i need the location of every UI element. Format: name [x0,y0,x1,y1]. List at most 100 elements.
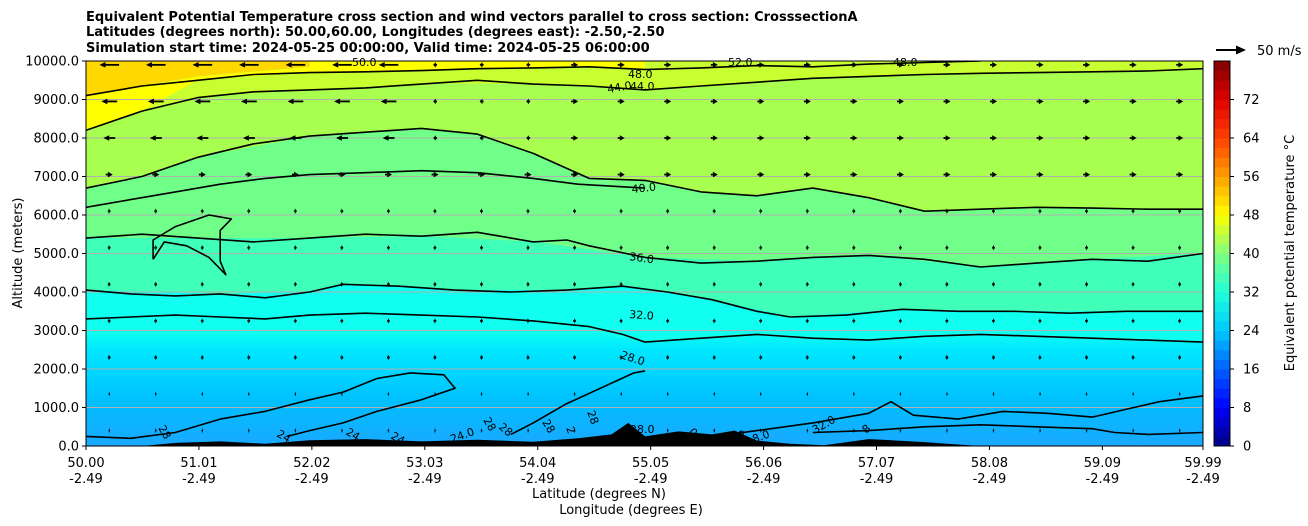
wind-vector-arrow-icon [294,281,297,288]
wind-vector-arrow-icon [335,135,342,141]
wind-vector-arrow-icon [666,171,672,178]
wind-vector-arrow-icon [108,208,111,214]
wind-vector-arrow-icon [154,171,160,178]
wind-vector-arrow-icon [479,62,483,68]
wind-vector-arrow-icon [201,354,204,361]
wind-vector-arrow-icon [248,354,251,361]
colorbar-segment [1214,61,1230,72]
colorbar-segment [1214,234,1230,245]
x-tick-label-longitude: -2.49 [408,472,442,487]
wind-vector-arrow-icon [147,98,154,105]
wind-vector-arrow-icon [340,171,346,178]
wind-vector-arrow-icon [196,135,203,141]
y-tick-label: 9000.0 [34,93,80,108]
contour-lines [86,61,1203,440]
colorbar-segment [1214,80,1230,91]
wind-vector-arrow-icon [434,354,437,361]
wind-vector-arrow-icon [899,244,902,251]
wind-vector-arrow-icon [155,427,157,434]
wind-vector-arrow-icon [248,427,250,434]
wind-vector-arrow-icon [992,62,998,68]
contour-line [86,127,1203,212]
wind-vector-arrow-icon [666,135,672,141]
wind-vector-arrow-icon [1038,171,1044,178]
wind-vector-arrow-icon [1086,318,1089,324]
wind-vector-arrow-icon [1179,354,1182,361]
wind-vector-arrow-icon [1039,281,1042,288]
wind-vector-arrow-icon [295,391,297,397]
wind-vector-arrow-icon [481,208,484,214]
colorbar-segment [1214,70,1230,81]
contour-line [812,423,1203,436]
x-tick-label-longitude: -2.49 [1086,472,1120,487]
wind-vector-arrow-icon [1086,208,1089,214]
wind-vector-arrow-icon [1086,244,1089,251]
wind-vector-arrow-icon [714,391,716,397]
contour-label: 28 [155,423,173,442]
wind-vector-arrow-icon [1132,354,1135,361]
wind-vector-arrow-icon [807,427,809,434]
x-tick-label-longitude: -2.49 [973,472,1007,487]
terrain [141,422,981,446]
wind-vector-arrow-icon [945,98,951,105]
colorbar-tick-label: 72 [1243,93,1260,108]
wind-vector-arrow-icon [992,318,996,324]
contour-line [86,312,1203,343]
wind-vector-arrow-icon [760,244,763,251]
wind-vector-arrow-icon [479,98,483,105]
wind-vector-arrow-icon [573,171,579,178]
wind-vector-arrow-icon [620,354,623,361]
colorbar-segment [1214,176,1230,187]
x-tick-label-latitude: 55.05 [632,456,669,471]
wind-vector-arrow-icon [479,135,483,141]
colorbar-segment [1214,359,1230,370]
colorbar-segment [1214,99,1230,110]
wind-vector-arrow-icon [434,281,437,288]
wind-vector-arrow-icon [341,318,344,324]
wind-vector-arrow-icon [620,244,623,251]
wind-vector-arrow-icon [201,318,204,324]
x-tick-label-latitude: 57.07 [858,456,895,471]
colorbar-tick-label: 0 [1243,440,1251,455]
wind-vector-arrow-icon [945,171,951,178]
wind-vector-arrow-icon [900,391,902,397]
wind-vector-arrow-icon [712,135,718,141]
wind-vector-arrow-icon [1039,208,1042,214]
wind-vector-arrow-icon [714,427,716,434]
wind-vector-arrow-icon [388,391,390,397]
colorbar-segment [1214,157,1230,168]
x-tick-label-latitude: 54.04 [519,456,556,471]
filled-band [86,61,310,96]
wind-vector-arrow-icon [247,171,253,178]
wind-vector-arrow-icon [101,98,108,105]
contour-label: 52.0 [728,56,753,69]
x-tick-label-longitude: -2.49 [1186,472,1220,487]
wind-vector-arrow-icon [1132,281,1135,288]
y-tick-label: 4000.0 [34,286,80,301]
wind-vector-arrow-icon [620,427,622,434]
wind-vector-arrow-icon [992,244,996,251]
wind-vector-arrow-icon [992,354,996,361]
wind-vector-arrow-icon [1179,208,1182,214]
contour-line [86,283,1203,318]
wind-vector-arrow-icon [946,354,949,361]
wind-vector-arrow-icon [481,281,484,288]
wind-vector-arrow-icon [620,281,623,288]
wind-vector-arrow-icon [480,171,486,178]
colorbar-tick-label: 48 [1243,209,1260,224]
wind-vector-arrow-icon [900,427,902,434]
wind-vector-arrow-icon [712,171,718,178]
contour-label: 24 [275,427,294,445]
wind-vector-arrow-icon [945,135,951,141]
wind-vector-arrow-icon [433,98,436,105]
colorbar-segment [1214,340,1230,351]
wind-vector-arrow-icon [1085,135,1091,141]
contour-line [86,67,1203,132]
colorbar-segment [1214,272,1230,283]
wind-vector-arrow-icon [433,135,436,141]
wind-vector-arrow-icon [573,98,579,105]
x-tick-label-longitude: -2.49 [860,472,894,487]
wind-vector-arrow-icon [806,281,809,288]
wind-vector-arrow-icon [1179,391,1181,397]
y-tick-label: 0.0 [58,440,79,455]
